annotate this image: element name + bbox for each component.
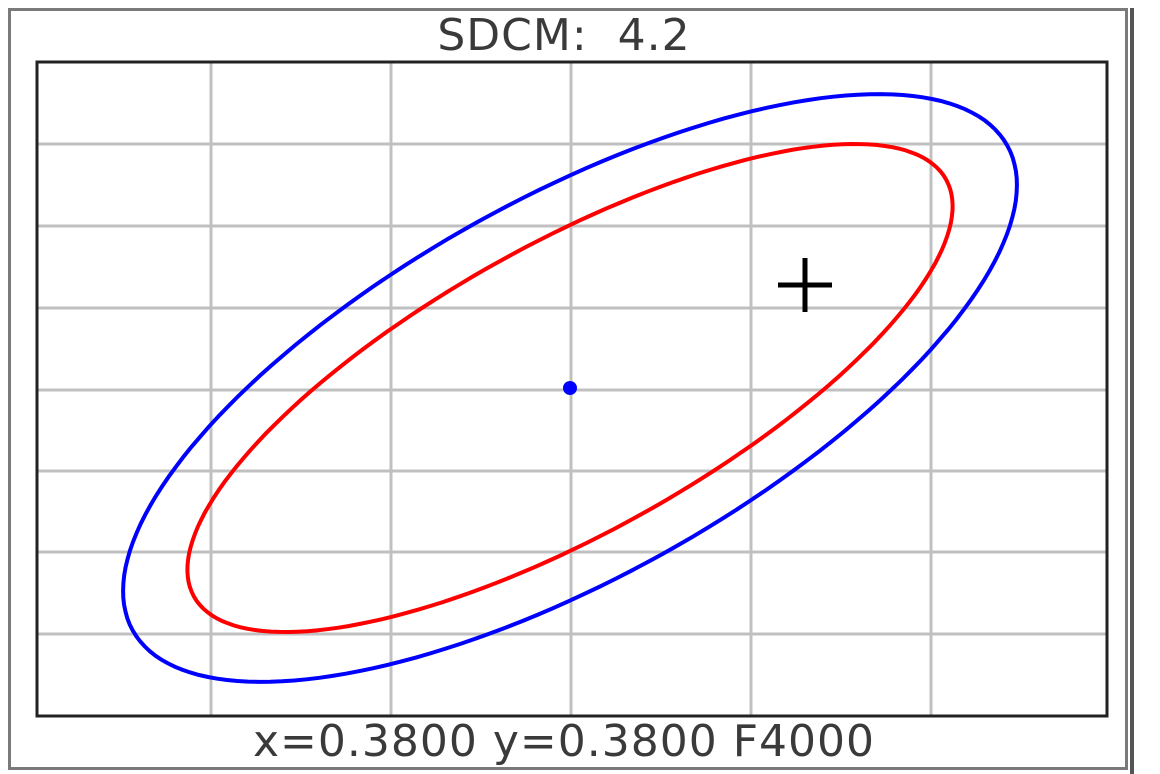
lamp-code: F4000 xyxy=(732,716,876,767)
panel-divider xyxy=(1130,8,1134,774)
plot-frame xyxy=(35,60,1109,718)
sdcm-title: SDCM: 4.2 xyxy=(0,10,1128,61)
x-value: 0.3800 xyxy=(317,716,478,767)
outer-ellipse xyxy=(121,92,1019,684)
sdcm-label: SDCM: xyxy=(437,10,588,61)
grid-lines xyxy=(37,62,1107,716)
coordinate-readout: x=0.3800 y=0.3800 F4000 xyxy=(0,716,1128,767)
y-label: y= xyxy=(492,716,558,767)
y-value: 0.3800 xyxy=(557,716,718,767)
sdcm-value: 4.2 xyxy=(617,10,691,61)
measured-point-cross xyxy=(778,258,832,312)
inner-ellipse xyxy=(185,141,955,635)
x-label: x= xyxy=(252,716,318,767)
center-point xyxy=(563,381,577,395)
